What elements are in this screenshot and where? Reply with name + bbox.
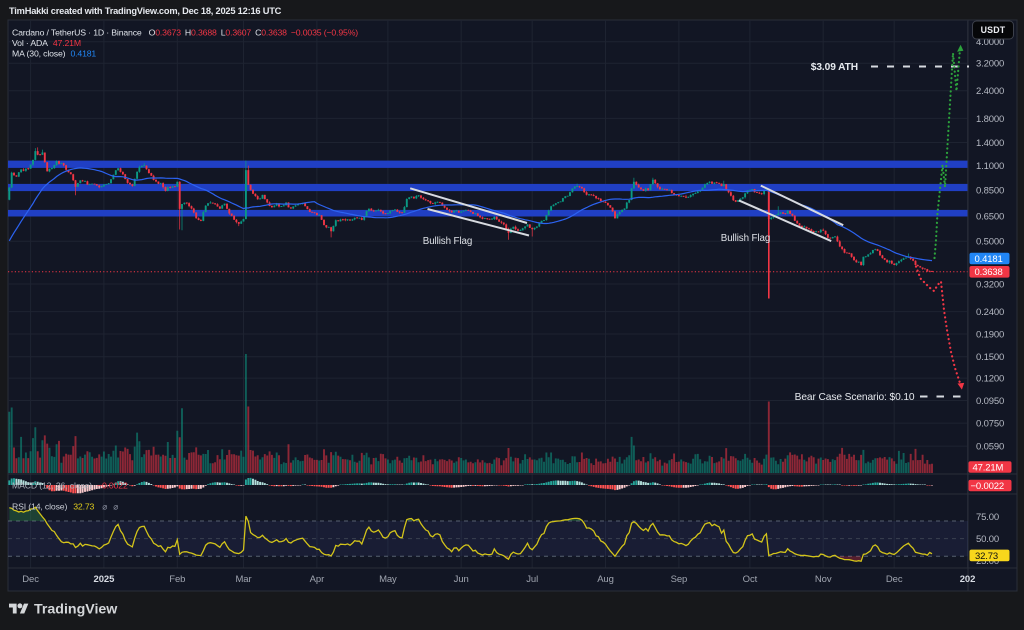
svg-text:0.4181: 0.4181 [975, 254, 1003, 265]
svg-text:0.1500: 0.1500 [976, 352, 1004, 363]
svg-text:Jun: Jun [454, 574, 469, 585]
svg-text:Bear Case Scenario: $0.10: Bear Case Scenario: $0.10 [795, 392, 915, 403]
svg-text:Oct: Oct [743, 574, 758, 585]
svg-text:4.0000: 4.0000 [976, 37, 1004, 48]
svg-text:0.1900: 0.1900 [976, 329, 1004, 340]
svg-text:0.3638: 0.3638 [975, 267, 1003, 278]
svg-text:$3.09 ATH: $3.09 ATH [811, 62, 858, 73]
svg-text:Dec: Dec [22, 574, 39, 585]
svg-text:25.00: 25.00 [976, 556, 999, 567]
svg-text:Sep: Sep [671, 574, 688, 585]
svg-text:USDT: USDT [981, 25, 1006, 35]
svg-text:0.1200: 0.1200 [976, 374, 1004, 385]
svg-text:0.2400: 0.2400 [976, 307, 1004, 318]
svg-text:1.1000: 1.1000 [976, 161, 1004, 172]
svg-text:75.00: 75.00 [976, 512, 999, 523]
svg-text:0.8500: 0.8500 [976, 186, 1004, 197]
svg-text:Feb: Feb [169, 574, 185, 585]
svg-text:202: 202 [960, 574, 976, 585]
svg-text:1.4000: 1.4000 [976, 138, 1004, 149]
svg-text:2.4000: 2.4000 [976, 86, 1004, 97]
svg-text:0.5000: 0.5000 [976, 237, 1004, 248]
svg-text:Dec: Dec [886, 574, 903, 585]
svg-text:2025: 2025 [94, 574, 116, 585]
svg-text:TimHakki created with TradingV: TimHakki created with TradingView.com, D… [9, 6, 282, 16]
svg-text:Nov: Nov [815, 574, 832, 585]
svg-text:Bullish Flag: Bullish Flag [721, 233, 770, 244]
svg-text:Mar: Mar [235, 574, 251, 585]
svg-text:Aug: Aug [597, 574, 614, 585]
svg-text:47.21M: 47.21M [973, 462, 1004, 473]
svg-text:TradingView: TradingView [34, 601, 118, 617]
svg-text:Cardano / TetherUS · 1D · Bina: Cardano / TetherUS · 1D · Binance O0.3673… [12, 28, 358, 38]
svg-text:May: May [379, 574, 397, 585]
svg-text:−0.0022: −0.0022 [971, 481, 1005, 492]
svg-text:MACD (12, 26, close)−0.0022: MACD (12, 26, close) −0.0022 [12, 480, 128, 490]
svg-text:RSI (14, close)32.73⌀⌀: RSI (14, close) 32.73 ⌀ ⌀ [12, 502, 119, 512]
svg-text:0.3200: 0.3200 [976, 279, 1004, 290]
svg-text:0.6500: 0.6500 [976, 211, 1004, 222]
svg-text:Bullish Flag: Bullish Flag [423, 236, 472, 247]
svg-text:32.73: 32.73 [975, 551, 998, 562]
svg-text:3.2000: 3.2000 [976, 59, 1004, 70]
svg-text:0.0750: 0.0750 [976, 419, 1004, 430]
svg-text:Apr: Apr [310, 574, 324, 585]
svg-text:50.00: 50.00 [976, 534, 999, 545]
svg-text:0.0950: 0.0950 [976, 396, 1004, 407]
svg-text:1.8000: 1.8000 [976, 114, 1004, 125]
svg-text:Jul: Jul [526, 574, 538, 585]
svg-text:0.0590: 0.0590 [976, 442, 1004, 453]
svg-text:MA (30, close)0.4181: MA (30, close) 0.4181 [12, 49, 96, 59]
